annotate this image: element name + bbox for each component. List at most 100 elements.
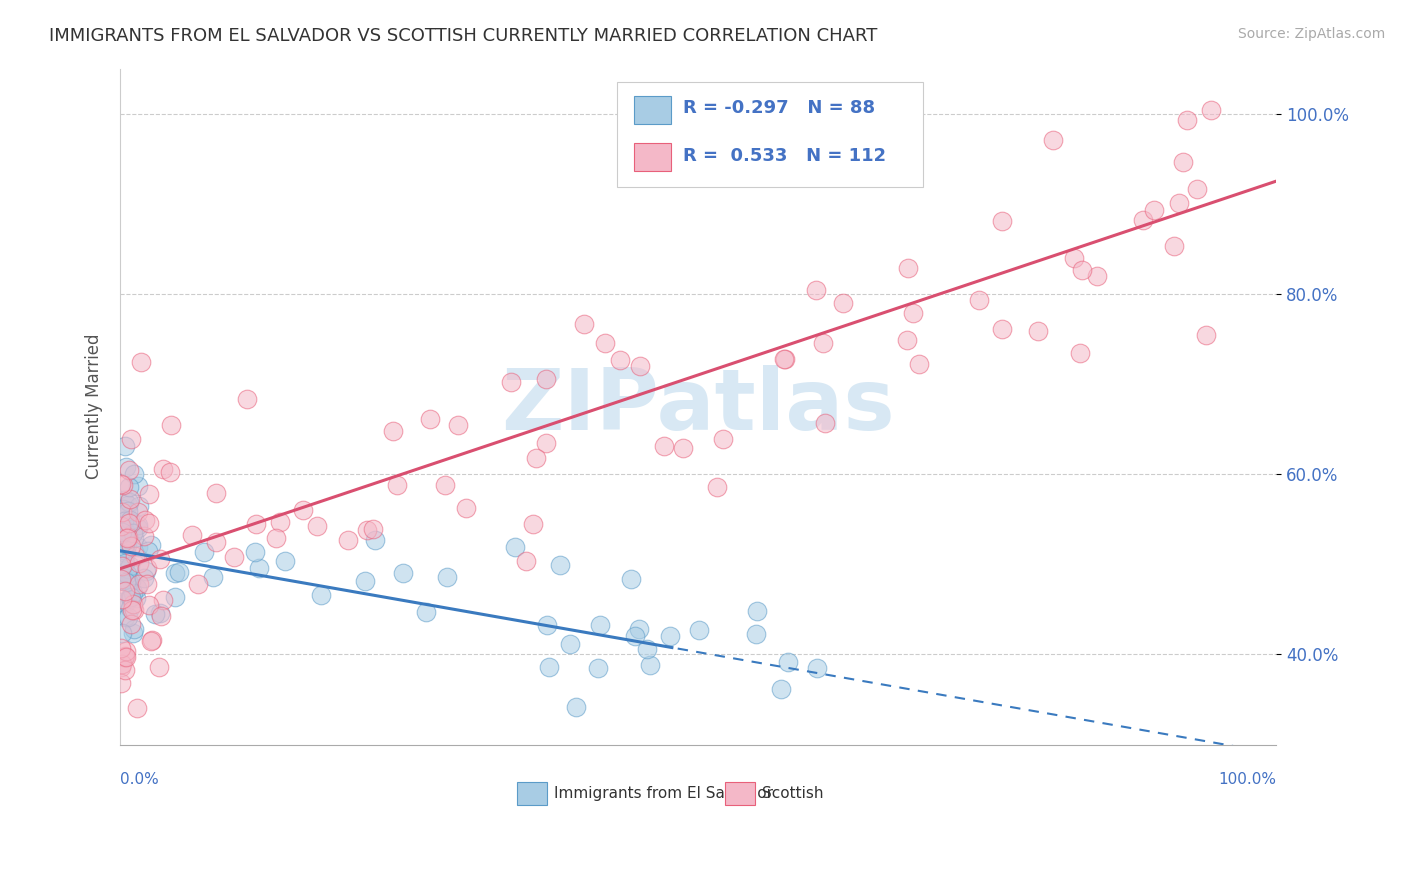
Point bbox=[111, 504, 134, 518]
Point bbox=[1175, 113, 1198, 128]
FancyBboxPatch shape bbox=[634, 95, 672, 124]
Point bbox=[110, 595, 132, 609]
Point bbox=[896, 333, 918, 347]
Point bbox=[565, 699, 588, 714]
Point bbox=[114, 460, 136, 475]
Point bbox=[447, 417, 470, 432]
Point bbox=[118, 516, 141, 530]
Point bbox=[991, 322, 1014, 336]
Point bbox=[811, 336, 834, 351]
Point bbox=[124, 549, 146, 563]
Point bbox=[456, 500, 478, 515]
Point bbox=[114, 663, 136, 677]
Text: Scottish: Scottish bbox=[762, 786, 823, 801]
Text: R =  0.533   N = 112: R = 0.533 N = 112 bbox=[683, 147, 886, 165]
Point bbox=[112, 650, 135, 665]
Point bbox=[536, 617, 558, 632]
Point bbox=[586, 661, 609, 675]
FancyBboxPatch shape bbox=[634, 143, 672, 171]
Point bbox=[111, 592, 134, 607]
Point bbox=[120, 432, 142, 446]
Point bbox=[149, 552, 172, 566]
Point bbox=[117, 504, 139, 518]
Point bbox=[353, 574, 375, 588]
Point bbox=[181, 528, 204, 542]
Point bbox=[503, 540, 526, 554]
Text: ZIPatlas: ZIPatlas bbox=[501, 365, 894, 448]
Point bbox=[776, 655, 799, 669]
Point bbox=[111, 626, 134, 640]
Point bbox=[1132, 213, 1154, 227]
Point bbox=[773, 351, 796, 366]
Point bbox=[122, 531, 145, 545]
Point bbox=[134, 571, 156, 585]
Y-axis label: Currently Married: Currently Married bbox=[86, 334, 103, 479]
Point bbox=[896, 261, 918, 276]
Point bbox=[128, 556, 150, 570]
Point bbox=[132, 529, 155, 543]
Point bbox=[536, 372, 558, 386]
Point bbox=[806, 660, 828, 674]
Point bbox=[149, 607, 172, 621]
Point bbox=[118, 491, 141, 506]
Point bbox=[117, 567, 139, 582]
Point bbox=[205, 535, 228, 549]
Point bbox=[204, 486, 226, 500]
Text: Immigrants from El Salvador: Immigrants from El Salvador bbox=[554, 786, 772, 801]
Point bbox=[593, 335, 616, 350]
Point bbox=[273, 554, 295, 568]
Point bbox=[121, 597, 143, 611]
Text: 0.0%: 0.0% bbox=[120, 772, 159, 787]
Point bbox=[688, 623, 710, 637]
Point bbox=[114, 609, 136, 624]
Point bbox=[636, 642, 658, 657]
Point bbox=[515, 554, 537, 568]
Point bbox=[236, 392, 259, 407]
Point bbox=[831, 296, 853, 310]
Point bbox=[163, 590, 186, 604]
Point bbox=[111, 657, 134, 672]
Text: Source: ZipAtlas.com: Source: ZipAtlas.com bbox=[1237, 27, 1385, 41]
Point bbox=[638, 658, 661, 673]
Point bbox=[364, 533, 387, 547]
Point bbox=[1163, 239, 1185, 253]
Point bbox=[111, 559, 134, 574]
Point bbox=[201, 570, 224, 584]
Point bbox=[266, 531, 288, 545]
Point bbox=[548, 558, 571, 573]
Point bbox=[120, 590, 142, 604]
Point bbox=[1042, 133, 1064, 147]
Point bbox=[1167, 196, 1189, 211]
Point bbox=[534, 436, 557, 450]
Point bbox=[122, 622, 145, 636]
Point bbox=[138, 516, 160, 531]
Point bbox=[110, 675, 132, 690]
Point bbox=[152, 592, 174, 607]
Point bbox=[141, 632, 163, 647]
Point bbox=[139, 538, 162, 552]
Point bbox=[193, 545, 215, 559]
Point bbox=[907, 357, 929, 371]
Point bbox=[901, 306, 924, 320]
Point bbox=[163, 566, 186, 580]
Point bbox=[711, 432, 734, 446]
Point bbox=[745, 626, 768, 640]
Point bbox=[967, 293, 990, 307]
Point bbox=[120, 600, 142, 615]
Point bbox=[522, 516, 544, 531]
Point bbox=[127, 505, 149, 519]
Point bbox=[620, 572, 643, 586]
Point bbox=[159, 466, 181, 480]
Point bbox=[115, 644, 138, 658]
Point bbox=[117, 512, 139, 526]
Point bbox=[122, 467, 145, 481]
Point bbox=[118, 463, 141, 477]
Point bbox=[623, 629, 645, 643]
Point bbox=[136, 561, 159, 575]
FancyBboxPatch shape bbox=[617, 82, 924, 186]
Point bbox=[117, 499, 139, 513]
Point bbox=[356, 524, 378, 538]
Point bbox=[1069, 346, 1091, 360]
Point bbox=[309, 587, 332, 601]
Point bbox=[769, 681, 792, 696]
